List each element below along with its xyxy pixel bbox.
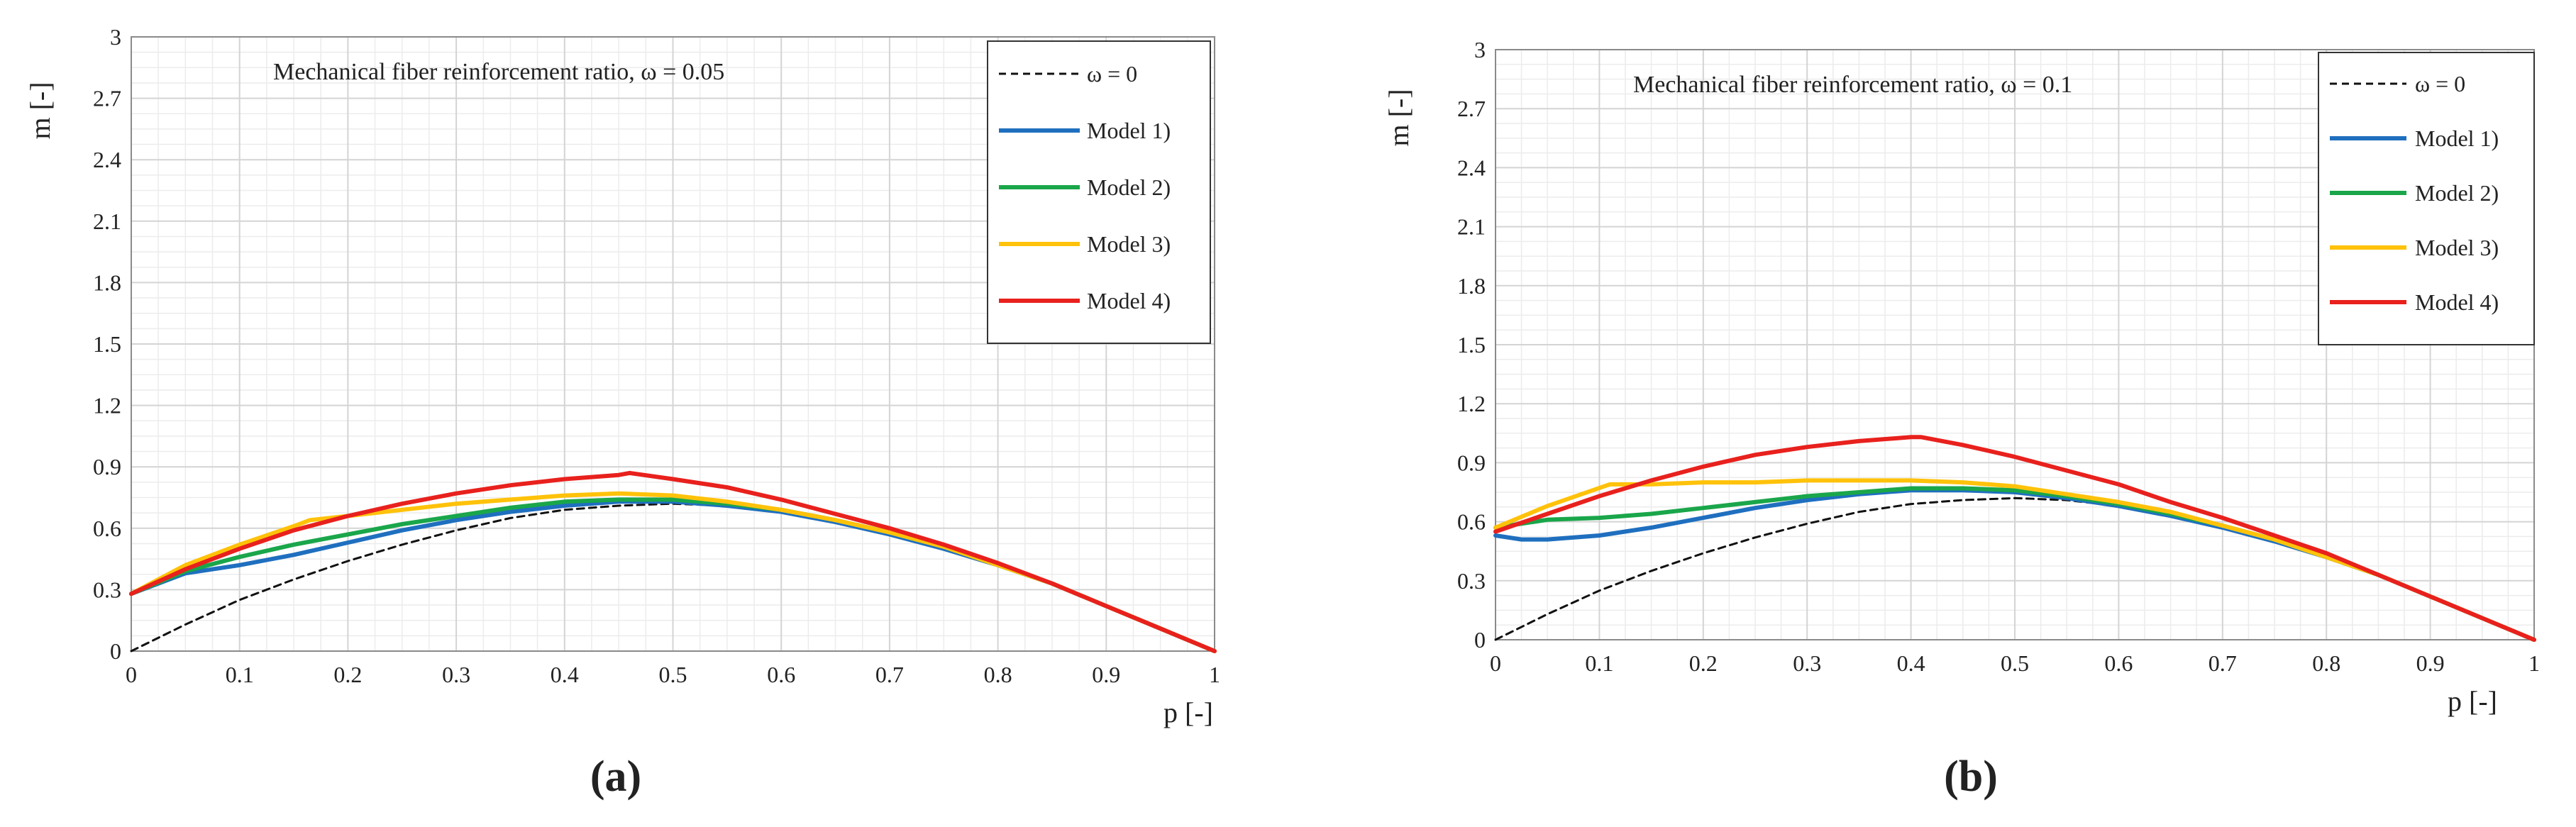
chart-panel-a: 0 0.1 0.2 0.3 0.4 0.5 0.6 0.7 0.8 0.9 1 0 0.3 0.6 0.9… — [24, 24, 1220, 801]
series-line-model-4 — [129, 470, 1217, 653]
legend: ω = 0 Model 1) Model 2) Model 3) Model 4) — [987, 40, 1211, 344]
y-tick-label: 2.7 — [93, 86, 121, 111]
x-tick-label: 0.3 — [442, 662, 470, 687]
y-axis-label: m [-] — [1383, 89, 1415, 146]
y-tick-label: 1.5 — [1457, 332, 1486, 357]
y-tick-label: 2.4 — [1457, 155, 1486, 180]
y-tick-label: 1.2 — [1457, 391, 1486, 416]
y-tick-label: 0.9 — [93, 454, 121, 479]
y-tick-label: 0.6 — [93, 516, 121, 541]
panel-label-b: (b) — [1944, 753, 1998, 801]
x-tick-label: 0.2 — [333, 662, 362, 687]
y-tick-label: 1.5 — [93, 331, 121, 357]
y-tick-label: 0.9 — [1457, 450, 1486, 475]
y-tick-labels: 0 0.3 0.6 0.9 1.2 1.5 1.8 2.1 2.4 2.7 3 — [93, 24, 121, 664]
x-tick-label: 0.2 — [1689, 650, 1718, 676]
legend-box — [987, 40, 1211, 344]
legend-entry-label: ω = 0 — [1087, 61, 1137, 87]
legend-entry-label: Model 1) — [2415, 126, 2499, 151]
x-tick-label: 0.8 — [2312, 650, 2340, 676]
x-axis-label: p [-] — [2448, 685, 2497, 717]
y-tick-label: 1.8 — [1457, 273, 1486, 299]
y-tick-label: 1.2 — [93, 393, 121, 418]
series-layer — [1493, 435, 2536, 642]
x-tick-label: 0 — [126, 662, 137, 687]
x-tick-labels: 0 0.1 0.2 0.3 0.4 0.5 0.6 0.7 0.8 0.9 1 — [126, 662, 1220, 687]
x-tick-label: 0.6 — [767, 662, 795, 687]
series-layer — [129, 470, 1217, 653]
legend-entry-label: Model 1) — [1087, 118, 1171, 143]
chart-title: Mechanical fiber reinforcement ratio, ω … — [1633, 72, 2072, 98]
x-tick-label: 0.4 — [1897, 650, 1925, 676]
plot-area-frame — [131, 36, 1215, 652]
y-tick-label: 2.4 — [93, 147, 121, 172]
x-tick-label: 0.9 — [1092, 662, 1120, 687]
y-tick-label: 3 — [110, 24, 121, 50]
x-tick-label: 1 — [1209, 662, 1220, 687]
x-tick-label: 0 — [1490, 650, 1501, 676]
legend-entry-label: Model 3) — [2415, 235, 2499, 260]
chart-title: Mechanical fiber reinforcement ratio, ω … — [273, 59, 724, 85]
y-tick-label: 0.6 — [1457, 509, 1486, 535]
y-axis-label: m [-] — [24, 82, 56, 139]
x-tick-label: 0.4 — [551, 662, 579, 687]
x-tick-label: 0.9 — [2416, 650, 2445, 676]
y-tick-labels: 0 0.3 0.6 0.9 1.2 1.5 1.8 2.1 2.4 2.7 3 — [1457, 37, 1486, 653]
x-axis-label: p [-] — [1163, 696, 1213, 728]
y-tick-label: 3 — [1474, 37, 1486, 62]
y-tick-label: 1.8 — [93, 270, 121, 295]
series-line-model-4 — [1493, 435, 2536, 642]
x-tick-label: 0.7 — [875, 662, 904, 687]
legend-entry-label: ω = 0 — [2415, 71, 2465, 96]
legend-entry-label: Model 2) — [1087, 174, 1171, 200]
y-tick-label: 0.3 — [93, 577, 121, 602]
x-tick-label: 0.3 — [1793, 650, 1821, 676]
x-tick-labels: 0 0.1 0.2 0.3 0.4 0.5 0.6 0.7 0.8 0.9 1 — [1490, 650, 2540, 676]
x-tick-label: 0.8 — [984, 662, 1012, 687]
plot-area-border — [131, 36, 1215, 652]
panel-label-a: (a) — [590, 753, 641, 801]
legend-entry-label: Model 3) — [1087, 231, 1171, 257]
legend-entry-label: Model 4) — [1087, 288, 1171, 313]
chart-panel-b: 0 0.1 0.2 0.3 0.4 0.5 0.6 0.7 0.8 0.9 1 0 0.3 0.6 0.9… — [1383, 37, 2540, 801]
y-tick-label: 2.1 — [1457, 214, 1486, 240]
x-tick-label: 0.5 — [659, 662, 687, 687]
x-tick-label: 0.6 — [2104, 650, 2133, 676]
legend-box — [2318, 52, 2535, 345]
y-tick-label: 0 — [1474, 627, 1486, 653]
x-tick-label: 0.5 — [2001, 650, 2029, 676]
x-tick-label: 1 — [2528, 650, 2540, 676]
legend-entry-label: Model 2) — [2415, 180, 2499, 206]
x-tick-label: 0.1 — [1585, 650, 1613, 676]
y-tick-label: 0 — [110, 638, 121, 664]
x-tick-label: 0.7 — [2209, 650, 2237, 676]
x-tick-label: 0.1 — [226, 662, 254, 687]
legend: ω = 0 Model 1) Model 2) Model 3) Model 4) — [2318, 52, 2535, 345]
y-tick-label: 2.1 — [93, 209, 121, 234]
legend-entry-label: Model 4) — [2415, 289, 2499, 315]
y-tick-label: 2.7 — [1457, 96, 1486, 121]
y-tick-label: 0.3 — [1457, 568, 1486, 594]
